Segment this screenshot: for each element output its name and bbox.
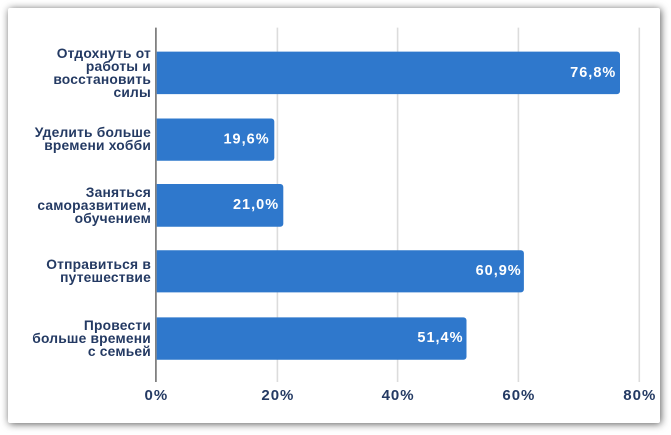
svg-text:Уделить больше: Уделить больше <box>35 125 151 140</box>
svg-text:Провести: Провести <box>84 318 151 333</box>
svg-text:80%: 80% <box>623 387 656 404</box>
svg-text:саморазвитием,: саморазвитием, <box>37 198 151 213</box>
svg-text:больше времени: больше времени <box>32 331 151 346</box>
svg-text:Отдохнуть от: Отдохнуть от <box>57 46 151 61</box>
svg-text:40%: 40% <box>382 387 415 404</box>
svg-text:60%: 60% <box>502 387 535 404</box>
svg-text:путешествие: путешествие <box>60 270 151 285</box>
svg-text:времени хобби: времени хобби <box>44 138 151 153</box>
svg-text:76,8%: 76,8% <box>570 65 616 81</box>
svg-text:Отправиться в: Отправиться в <box>46 257 151 272</box>
svg-text:19,6%: 19,6% <box>223 131 269 147</box>
svg-text:обучением: обучением <box>75 211 151 226</box>
svg-text:Заняться: Заняться <box>86 185 151 200</box>
svg-text:с семьей: с семьей <box>88 344 151 359</box>
svg-text:60,9%: 60,9% <box>476 263 522 279</box>
svg-text:0%: 0% <box>145 387 169 404</box>
svg-text:силы: силы <box>113 85 151 100</box>
svg-text:51,4%: 51,4% <box>417 330 463 346</box>
svg-text:21,0%: 21,0% <box>233 197 279 213</box>
svg-text:20%: 20% <box>261 387 294 404</box>
svg-text:работы и: работы и <box>86 59 151 74</box>
svg-text:восстановить: восстановить <box>53 72 151 87</box>
